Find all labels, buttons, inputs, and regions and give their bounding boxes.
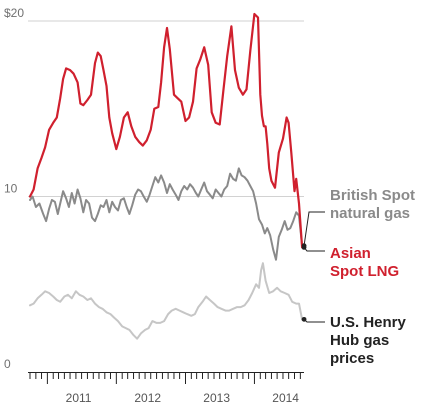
series-label: British Spot natural gas bbox=[330, 187, 415, 222]
series-end-dot bbox=[301, 244, 307, 250]
series-end-dot bbox=[301, 316, 307, 322]
x-tick-label: 2011 bbox=[66, 391, 92, 405]
series-label-line: Hub gas bbox=[330, 332, 389, 349]
series-label-line: Spot LNG bbox=[330, 263, 399, 280]
series-label: U.S. Henry Hub gas prices bbox=[330, 314, 407, 367]
series-label-line: U.S. Henry bbox=[330, 314, 407, 331]
label-leader-line bbox=[303, 247, 325, 252]
series-lines bbox=[28, 12, 304, 340]
gridlines bbox=[28, 20, 304, 197]
series-label-line: natural gas bbox=[330, 205, 410, 222]
series-label-line: British Spot bbox=[330, 187, 415, 204]
series-line bbox=[29, 167, 304, 261]
series-label: Asian Spot LNG bbox=[330, 245, 399, 280]
y-tick-label: 0 bbox=[4, 357, 11, 371]
y-tick-labels: 0 10 $20 bbox=[4, 6, 24, 371]
x-tick-label: 2014 bbox=[272, 391, 299, 405]
series-line bbox=[29, 262, 304, 340]
x-tick-label: 2012 bbox=[134, 391, 161, 405]
label-leader-line bbox=[303, 318, 325, 323]
x-axis: 2011 2012 2013 2014 bbox=[28, 372, 304, 405]
series-line bbox=[28, 12, 304, 249]
y-tick-label: $20 bbox=[4, 6, 24, 20]
series-label-line: prices bbox=[330, 350, 374, 367]
label-leader-line bbox=[303, 211, 325, 246]
x-tick-label: 2013 bbox=[203, 391, 230, 405]
y-tick-label: 10 bbox=[4, 182, 18, 196]
series-label-line: Asian bbox=[330, 245, 371, 262]
series-labels: British Spot natural gas Asian Spot LNG U.S.… bbox=[301, 187, 415, 367]
